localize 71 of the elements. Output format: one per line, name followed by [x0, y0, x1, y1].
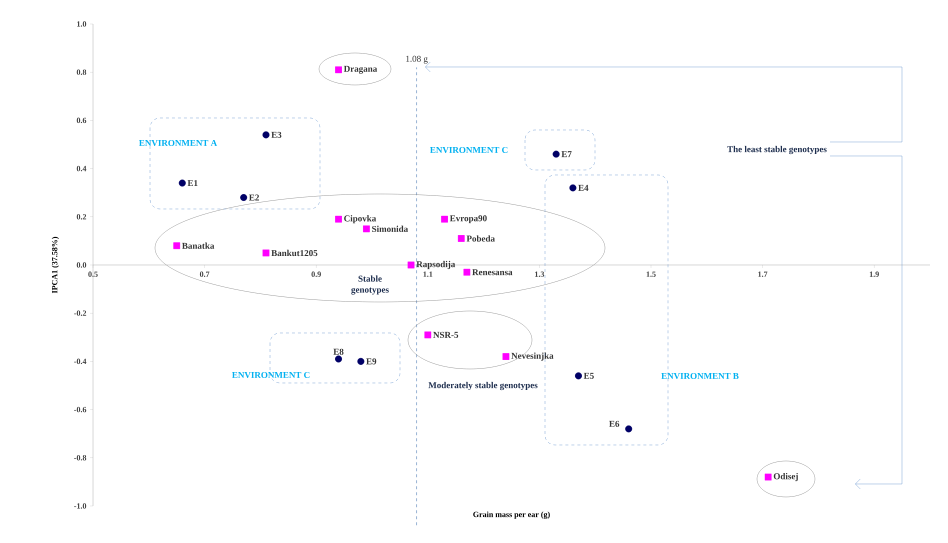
annotation: E4: [578, 184, 588, 191]
point: [441, 216, 448, 223]
x-tick-label: 1.9: [870, 272, 879, 277]
annotation: Pobeda: [466, 235, 495, 242]
annotation: NSR-5: [433, 332, 458, 338]
point: [335, 66, 342, 74]
x-tick-label: 1.3: [535, 272, 544, 277]
annotation: E2: [249, 194, 259, 200]
x-axis-title: Grain mass per ear (g): [473, 512, 550, 519]
annotation: Dragana: [344, 66, 378, 74]
annotation: Nevesinjka: [511, 352, 554, 361]
point: [625, 425, 632, 432]
x-tick-label: 1.5: [646, 272, 656, 277]
point: [569, 184, 576, 192]
annotation: Renesansa: [472, 269, 512, 276]
annotation: ENVIRONMENT B: [661, 372, 739, 380]
point: [463, 268, 470, 276]
x-tick-label: 1.1: [423, 272, 432, 277]
y-tick-label: -1.0: [74, 503, 86, 509]
annotation: ENVIRONMENT C: [232, 372, 310, 378]
x-tick-label: 0.5: [88, 272, 98, 277]
annotation: Moderately stable genotypes: [428, 382, 538, 390]
y-tick-label: 0.2: [76, 214, 86, 220]
point: [357, 358, 364, 365]
annotation: The least stable genotypes: [727, 146, 827, 154]
point: [173, 242, 180, 250]
y-tick-label: 1.0: [77, 21, 86, 27]
annotation: E5: [584, 372, 594, 379]
y-tick-label: 0.8: [76, 69, 86, 75]
point: [262, 250, 270, 256]
annotation: Simonida: [372, 226, 408, 232]
y-tick-label: -0.4: [74, 358, 86, 364]
annotation: Banatka: [182, 242, 214, 249]
annotation: ENVIRONMENT A: [139, 140, 218, 146]
y-tick-label: -0.8: [74, 455, 86, 460]
point: [424, 331, 432, 338]
annotation: Cipovka: [344, 215, 376, 224]
annotation: E6: [609, 420, 620, 427]
point: [335, 355, 342, 362]
point: [335, 216, 342, 223]
annotation: Rapsodija: [416, 260, 456, 270]
point: [764, 474, 772, 480]
x-tick-label: 0.9: [312, 272, 321, 277]
y-tick-label: 0.0: [76, 262, 86, 268]
point: [408, 262, 414, 268]
annotation: Stable genotypes: [351, 275, 389, 295]
point: [178, 180, 186, 187]
annotation: Evropa90: [450, 215, 487, 224]
annotation: E9: [366, 358, 376, 364]
x-tick-label: 0.7: [200, 272, 210, 277]
point: [458, 235, 465, 242]
point: [363, 225, 370, 232]
annotation: E1: [188, 180, 198, 186]
ref-line-label: 1.08 g: [406, 56, 428, 64]
annotation: E3: [271, 132, 282, 138]
point: [552, 150, 560, 158]
point: [574, 372, 582, 380]
x-tick-label: 1.7: [758, 272, 768, 277]
y-tick-label: 0.6: [76, 118, 86, 124]
annotation: ENVIRONMENT C: [430, 146, 508, 154]
y-axis-title: IPCA1 (37.58%): [52, 236, 59, 294]
point: [240, 194, 248, 202]
y-tick-label: 0.4: [76, 166, 86, 172]
annotation: Odisej: [774, 472, 798, 482]
annotation: E8: [333, 348, 344, 355]
y-tick-label: -0.2: [74, 310, 86, 316]
point: [262, 131, 270, 138]
annotation: E7: [562, 151, 572, 158]
y-tick-label: -0.6: [74, 406, 86, 412]
annotation: Bankut1205: [271, 250, 318, 256]
point: [502, 353, 510, 360]
